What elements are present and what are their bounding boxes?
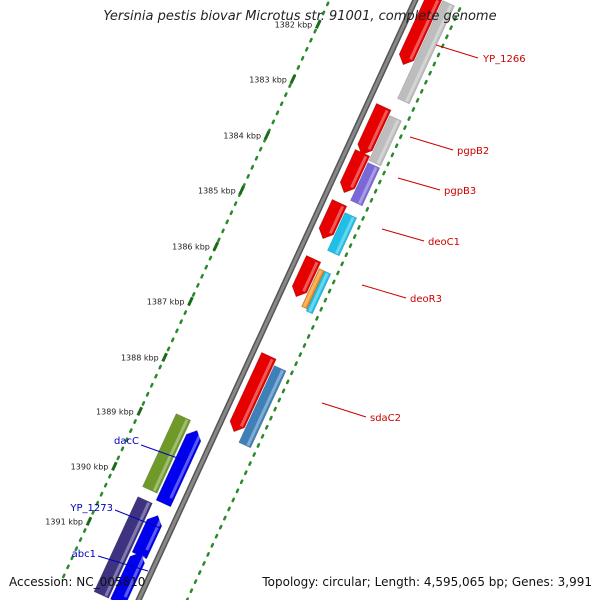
tick-label: 1391 kbp — [45, 517, 83, 526]
YP_1266-cds — [398, 0, 443, 66]
YP_1273-cds — [131, 515, 163, 560]
scale-dot-line-outer — [185, 7, 462, 600]
dacC-cds-shine — [169, 433, 202, 499]
dacC-category — [142, 413, 192, 494]
gene-label-YP_1266[interactable]: YP_1266 — [482, 54, 526, 65]
backbone-highlight — [136, 0, 418, 600]
gene-label-dacC[interactable]: dacC — [114, 436, 139, 447]
pgpB3-leader-line — [397, 177, 441, 191]
backbone — [135, 0, 419, 600]
gene-label-sdaC2[interactable]: sdaC2 — [370, 413, 401, 424]
map-title: Yersinia pestis biovar Microtus str. 910… — [103, 9, 497, 24]
tick-label: 1389 kbp — [96, 407, 134, 416]
deoC1-cds — [318, 199, 348, 240]
tick-mark — [289, 74, 297, 85]
deoC1-category-shine — [335, 216, 355, 255]
deoR3-category-b-shine — [308, 272, 329, 313]
scale-dots — [61, 0, 462, 600]
sdaC2-cds — [229, 352, 277, 433]
YP_1273-cds-shine — [145, 518, 163, 551]
YP_1266-category — [397, 0, 455, 105]
abc1-cds-shine — [123, 555, 146, 598]
sdaC2-category — [238, 365, 287, 449]
tick-label: 1388 kbp — [121, 353, 159, 362]
pgpB2-leader-line — [409, 136, 454, 151]
deoR3-leader-line — [361, 284, 407, 299]
scale-dot-line-inner — [61, 0, 331, 579]
gene-features — [93, 0, 455, 600]
tick-mark — [187, 296, 194, 307]
deoC1-leader-line — [381, 228, 425, 242]
YP_1273-leader-line — [114, 509, 161, 529]
gene-label-abc1[interactable]: abc1 — [72, 549, 96, 560]
YP_1273-category-shine — [104, 502, 151, 597]
gene-label-deoR3[interactable]: deoR3 — [410, 294, 442, 305]
YP_1273-category — [93, 496, 153, 599]
pgpB3-category — [350, 162, 381, 207]
gene-label-pgpB2[interactable]: pgpB2 — [457, 146, 489, 157]
dacC-leader-line — [140, 444, 187, 462]
abc1-cds — [110, 552, 145, 600]
sdaC2-cds-shine — [239, 358, 274, 427]
dacC-cds — [155, 430, 202, 508]
genome-summary: Topology: circular; Length: 4,595,065 bp… — [262, 575, 592, 589]
accession-text: Accession: NC_005810 — [9, 575, 146, 589]
tick-label: 1390 kbp — [71, 462, 109, 471]
pgpB2-category-shine — [376, 119, 400, 165]
deoC1-category — [327, 212, 358, 257]
gene-label-YP_1273[interactable]: YP_1273 — [69, 503, 113, 514]
tick-label: 1386 kbp — [172, 242, 210, 251]
deoC1-cds-shine — [329, 205, 345, 234]
pgpB2-cds-shine — [367, 109, 389, 150]
sdaC2-category-shine — [246, 369, 284, 447]
deoR3-cds — [291, 255, 322, 298]
pgpB3-cds-shine — [350, 155, 368, 188]
gene-labels: YP_1266 pgpB2 pgpB3 deoC1 deoR3 sdaC2 dacC YP_1… — [69, 44, 526, 572]
deoR3-category-b — [305, 270, 332, 315]
tick-mark — [85, 516, 93, 527]
tick-mark — [136, 406, 143, 417]
deoR3-category-a — [301, 268, 325, 310]
deoR3-category-a-shine — [302, 269, 323, 308]
tick-mark — [212, 241, 220, 252]
gene-label-deoC1[interactable]: deoC1 — [428, 237, 460, 248]
pgpB3-category-shine — [358, 166, 378, 205]
abc1-leader-line — [97, 555, 149, 572]
tick-label: 1387 kbp — [147, 297, 185, 306]
gene-label-pgpB3[interactable]: pgpB3 — [444, 186, 476, 197]
deoR3-cds-shine — [302, 261, 319, 292]
tick-mark — [111, 461, 118, 472]
YP_1266-leader-line — [435, 44, 479, 59]
tick-mark — [238, 185, 245, 196]
YP_1266-cds-shine — [409, 0, 440, 60]
tick-mark — [161, 352, 168, 363]
pgpB2-category — [368, 115, 402, 167]
tick-mark — [263, 130, 271, 141]
sdaC2-leader-line — [321, 402, 367, 418]
YP_1266-category-shine — [405, 4, 453, 103]
tick-label: 1384 kbp — [223, 131, 261, 140]
tick-mark — [315, 19, 322, 30]
pgpB2-cds — [357, 103, 392, 156]
tick-label: 1385 kbp — [198, 186, 236, 195]
ruler-ticks: 1382 kbp 1383 kbp 1384 kbp 1385 kbp 1386 kbp… — [45, 19, 322, 527]
tick-label: 1382 kbp — [275, 20, 313, 29]
tick-label: 1383 kbp — [249, 75, 287, 84]
pgpB3-cds — [339, 149, 371, 194]
